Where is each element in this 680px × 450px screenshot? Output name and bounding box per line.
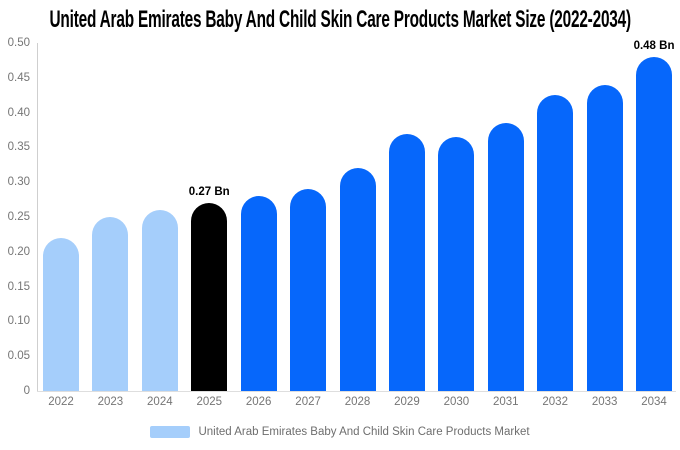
x-tick-label-2028: 2028 xyxy=(344,396,371,408)
x-tick-label-2027: 2027 xyxy=(295,396,321,408)
bar-2022[interactable] xyxy=(43,237,79,391)
x-tick-label-2024: 2024 xyxy=(147,396,173,408)
value-label-2025: 0.27 Bn xyxy=(188,186,230,199)
y-tick-label: 0.05 xyxy=(7,350,30,363)
y-tick-label: 0.35 xyxy=(7,141,30,154)
value-label-2034: 0.48 Bn xyxy=(633,39,675,52)
x-tick-label-2033: 2033 xyxy=(591,396,618,408)
bar-2026[interactable] xyxy=(240,196,277,391)
legend-swatch xyxy=(150,426,191,438)
y-tick-label: 0.25 xyxy=(7,211,30,223)
chart-title: United Arab Emirates Baby And Child Skin… xyxy=(49,6,631,33)
x-tick-label-2023: 2023 xyxy=(97,396,124,408)
y-tick-label: 0 xyxy=(23,385,30,397)
x-tick-label-2031: 2031 xyxy=(492,396,519,408)
x-axis-baseline xyxy=(37,391,676,392)
bar-2029[interactable] xyxy=(388,133,425,391)
x-tick-label-2032: 2032 xyxy=(542,396,568,408)
y-tick-label: 0.40 xyxy=(7,106,30,119)
bar-2030[interactable] xyxy=(438,137,475,391)
bar-2023[interactable] xyxy=(92,217,129,391)
y-tick-label: 0.15 xyxy=(7,280,30,293)
x-tick-label-2022: 2022 xyxy=(48,396,74,408)
y-tick-label: 0.30 xyxy=(7,176,30,189)
legend-item[interactable]: United Arab Emirates Baby And Child Skin… xyxy=(0,426,680,438)
bar-2033[interactable] xyxy=(586,84,623,391)
y-axis-line xyxy=(37,43,38,391)
y-tick-label: 0.20 xyxy=(7,245,30,258)
x-tick-label-2030: 2030 xyxy=(443,396,470,408)
y-tick-label: 0.45 xyxy=(7,71,30,84)
bar-2032[interactable] xyxy=(537,95,574,391)
bar-2031[interactable] xyxy=(487,123,524,391)
bar-2027[interactable] xyxy=(290,189,327,391)
y-tick-label: 0.50 xyxy=(7,37,30,49)
bar-2025[interactable] xyxy=(191,203,228,391)
bar-2024[interactable] xyxy=(141,210,178,391)
bar-2034[interactable] xyxy=(636,56,673,391)
bar-2028[interactable] xyxy=(339,168,376,391)
x-tick-label-2025: 2025 xyxy=(196,396,223,408)
x-tick-label-2026: 2026 xyxy=(245,396,272,408)
chart-title-wrap: United Arab Emirates Baby And Child Skin… xyxy=(0,6,680,34)
legend-label: United Arab Emirates Baby And Child Skin… xyxy=(198,426,530,438)
y-tick-label: 0.10 xyxy=(7,315,30,328)
x-tick-label-2029: 2029 xyxy=(394,396,420,408)
x-tick-label-2034: 2034 xyxy=(641,396,667,408)
